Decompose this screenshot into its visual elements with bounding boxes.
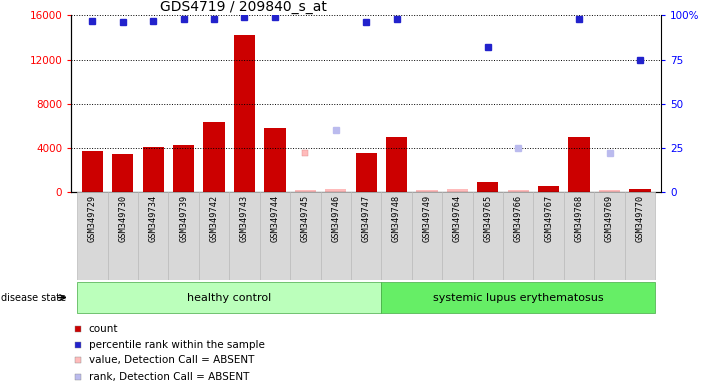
Bar: [234, 35, 255, 192]
Bar: [594, 192, 625, 280]
Bar: [381, 192, 412, 280]
Text: rank, Detection Call = ABSENT: rank, Detection Call = ABSENT: [89, 372, 249, 382]
Text: GSM349770: GSM349770: [636, 195, 644, 242]
Text: GSM349744: GSM349744: [270, 195, 279, 242]
Bar: [508, 190, 529, 192]
Bar: [294, 190, 316, 192]
Bar: [477, 182, 498, 192]
Bar: [290, 192, 321, 280]
Bar: [260, 192, 290, 280]
Bar: [351, 192, 381, 280]
Text: GSM349767: GSM349767: [544, 195, 553, 242]
Bar: [321, 192, 351, 280]
Bar: [533, 192, 564, 280]
Bar: [138, 192, 169, 280]
Bar: [199, 192, 229, 280]
Text: GSM349745: GSM349745: [301, 195, 310, 242]
Text: GSM349739: GSM349739: [179, 195, 188, 242]
Bar: [107, 192, 138, 280]
Bar: [442, 192, 473, 280]
Text: GSM349749: GSM349749: [422, 195, 432, 242]
Bar: [173, 144, 194, 192]
Text: count: count: [89, 324, 118, 334]
Bar: [538, 187, 560, 192]
Bar: [412, 192, 442, 280]
Text: GSM349743: GSM349743: [240, 195, 249, 242]
Text: GSM349734: GSM349734: [149, 195, 158, 242]
Text: GSM349742: GSM349742: [210, 195, 218, 242]
Text: systemic lupus erythematosus: systemic lupus erythematosus: [433, 293, 604, 303]
Text: GSM349729: GSM349729: [88, 195, 97, 242]
Text: GDS4719 / 209840_s_at: GDS4719 / 209840_s_at: [159, 0, 326, 14]
Bar: [564, 192, 594, 280]
Bar: [625, 192, 655, 280]
Text: healthy control: healthy control: [187, 293, 272, 303]
Bar: [325, 189, 346, 192]
Bar: [356, 153, 377, 192]
Bar: [77, 282, 381, 313]
Bar: [203, 122, 225, 192]
Text: GSM349766: GSM349766: [514, 195, 523, 242]
Bar: [77, 192, 107, 280]
Bar: [82, 151, 103, 192]
Bar: [473, 192, 503, 280]
Bar: [143, 147, 164, 192]
Text: GSM349765: GSM349765: [483, 195, 492, 242]
Text: GSM349769: GSM349769: [605, 195, 614, 242]
Bar: [386, 137, 407, 192]
Bar: [264, 128, 286, 192]
Bar: [569, 137, 589, 192]
Text: GSM349748: GSM349748: [392, 195, 401, 242]
Bar: [503, 192, 533, 280]
Bar: [169, 192, 199, 280]
Text: percentile rank within the sample: percentile rank within the sample: [89, 339, 264, 349]
Text: value, Detection Call = ABSENT: value, Detection Call = ABSENT: [89, 356, 254, 366]
Text: GSM349768: GSM349768: [574, 195, 584, 242]
Text: GSM349764: GSM349764: [453, 195, 462, 242]
Bar: [417, 190, 438, 192]
Bar: [112, 154, 134, 192]
Text: disease state: disease state: [1, 293, 67, 303]
Bar: [447, 189, 468, 192]
Text: GSM349747: GSM349747: [362, 195, 370, 242]
Text: GSM349730: GSM349730: [118, 195, 127, 242]
Bar: [599, 190, 620, 192]
Bar: [381, 282, 655, 313]
Bar: [229, 192, 260, 280]
Bar: [629, 189, 651, 192]
Text: GSM349746: GSM349746: [331, 195, 341, 242]
